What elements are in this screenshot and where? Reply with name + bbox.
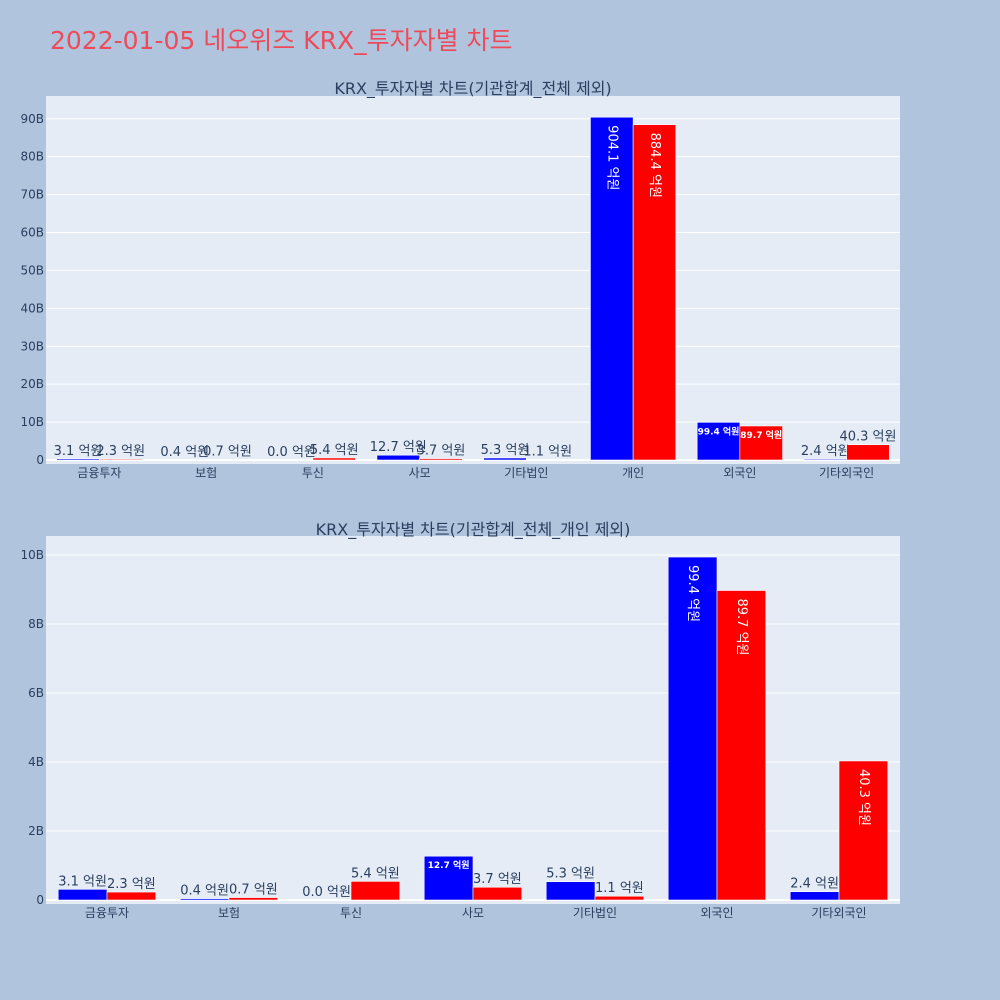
bar-buy [590, 116, 634, 461]
bar-sell [838, 760, 889, 901]
chart-panel-2: 0 2B 4B 6B 8B 10B KRX_투자자별 차트(기관합계_전체_개인 제외) 금융… [20, 520, 900, 920]
data-label: 5.4 억원 [310, 443, 359, 458]
data-label: 3.7 억원 [473, 872, 522, 887]
data-label: 40.3 억원 [839, 430, 896, 445]
x-tick-label: 외국인 [700, 906, 733, 920]
data-label: 1.1 억원 [595, 881, 644, 896]
plot-area [46, 96, 900, 464]
data-label: 0.4 억원 [180, 884, 229, 899]
data-label: 2.3 억원 [107, 877, 156, 892]
bar-buy [803, 458, 847, 461]
y-tick-label: 80B [20, 150, 44, 164]
bar-buy [789, 891, 840, 901]
x-tick-label: 외국인 [723, 466, 756, 480]
bar-sell [419, 458, 463, 461]
x-tick-label: 개인 [622, 466, 644, 480]
data-label: 2.4 억원 [790, 877, 839, 892]
x-tick-label: 보험 [218, 906, 240, 920]
chart-panel-1: 0 10B 20B 30B 40B 50B 60B 70B 80B 90B KRX_투자자별 차트(… [20, 79, 900, 480]
data-label: 89.7 억원 [740, 429, 782, 441]
bar-sell [716, 590, 767, 901]
data-label: 89.7 억원 [734, 599, 749, 656]
bar-buy [179, 898, 230, 901]
data-label: 3.1 억원 [58, 874, 107, 889]
data-label: 1.1 억원 [523, 445, 572, 460]
data-label: 904.1 억원 [604, 125, 619, 190]
bar-sell [99, 458, 143, 461]
bar-buy [376, 454, 420, 461]
bar-buy [423, 855, 474, 901]
bar-buy [57, 889, 108, 901]
y-tick-label: 6B [28, 686, 44, 700]
data-label: 3.1 억원 [54, 444, 103, 459]
bar-sell [106, 891, 157, 901]
data-label: 2.3 억원 [96, 444, 145, 459]
data-label: 3.7 억원 [417, 444, 466, 459]
bar-sell [228, 897, 279, 901]
data-label: 5.4 억원 [351, 866, 400, 881]
bar-sell [846, 444, 890, 461]
chart-title: KRX_투자자별 차트(기관합계_전체_개인 제외) [316, 520, 631, 540]
y-tick-label: 2B [28, 824, 44, 838]
bar-sell [472, 886, 523, 901]
bar-sell [312, 457, 356, 461]
plot-area [46, 536, 900, 904]
y-tick-label: 0 [36, 453, 44, 467]
bar-buy [545, 881, 596, 901]
y-tick-label: 90B [20, 112, 44, 126]
y-tick-label: 50B [20, 263, 44, 277]
bar-sell [350, 881, 401, 901]
data-label: 99.4 억원 [698, 425, 740, 437]
bar-buy [696, 422, 741, 461]
y-tick-label: 20B [20, 377, 44, 391]
data-label: 0.0 억원 [302, 885, 351, 900]
y-tick-label: 10B [20, 548, 44, 562]
y-tick-label: 60B [20, 226, 44, 240]
x-tick-label: 금융투자 [77, 466, 121, 480]
bar-buy [483, 457, 527, 461]
x-tick-label: 금융투자 [85, 906, 129, 920]
x-tick-label: 사모 [462, 906, 484, 920]
y-tick-label: 0 [36, 893, 44, 907]
data-label: 5.3 억원 [546, 867, 595, 882]
data-label: 5.3 억원 [481, 443, 530, 458]
x-tick-label: 기타외국인 [819, 466, 874, 480]
bar-sell [594, 895, 645, 901]
x-tick-label: 기타법인 [504, 466, 548, 480]
data-label: 99.4 억원 [685, 565, 700, 622]
chart-title: KRX_투자자별 차트(기관합계_전체 제외) [334, 79, 611, 99]
y-tick-label: 8B [28, 617, 44, 631]
bar-buy [56, 458, 100, 461]
data-label: 884.4 억원 [647, 133, 662, 198]
y-tick-label: 10B [20, 415, 44, 429]
data-label: 2.4 억원 [801, 444, 850, 459]
data-label: 12.7 억원 [370, 440, 427, 455]
y-tick-label: 4B [28, 755, 44, 769]
y-tick-label: 70B [20, 188, 44, 202]
bar-sell [739, 425, 783, 461]
x-tick-label: 투신 [302, 466, 324, 480]
y-tick-label: 40B [20, 301, 44, 315]
y-tick-label: 30B [20, 339, 44, 353]
x-tick-label: 투신 [340, 906, 362, 920]
page-title: 2022-01-05 네오위즈 KRX_투자자별 차트 [50, 26, 513, 55]
data-label: 0.0 억원 [267, 445, 316, 460]
x-tick-label: 기타법인 [573, 906, 617, 920]
data-label: 0.7 억원 [229, 883, 278, 898]
data-label: 0.7 억원 [203, 445, 252, 460]
x-tick-label: 기타외국인 [811, 906, 866, 920]
x-tick-label: 보험 [195, 466, 217, 480]
x-tick-label: 사모 [409, 466, 431, 480]
data-label: 12.7 억원 [428, 859, 470, 871]
data-label: 0.4 억원 [160, 445, 209, 460]
bar-buy [667, 556, 718, 901]
bar-sell [632, 124, 677, 461]
data-label: 40.3 억원 [856, 769, 871, 826]
